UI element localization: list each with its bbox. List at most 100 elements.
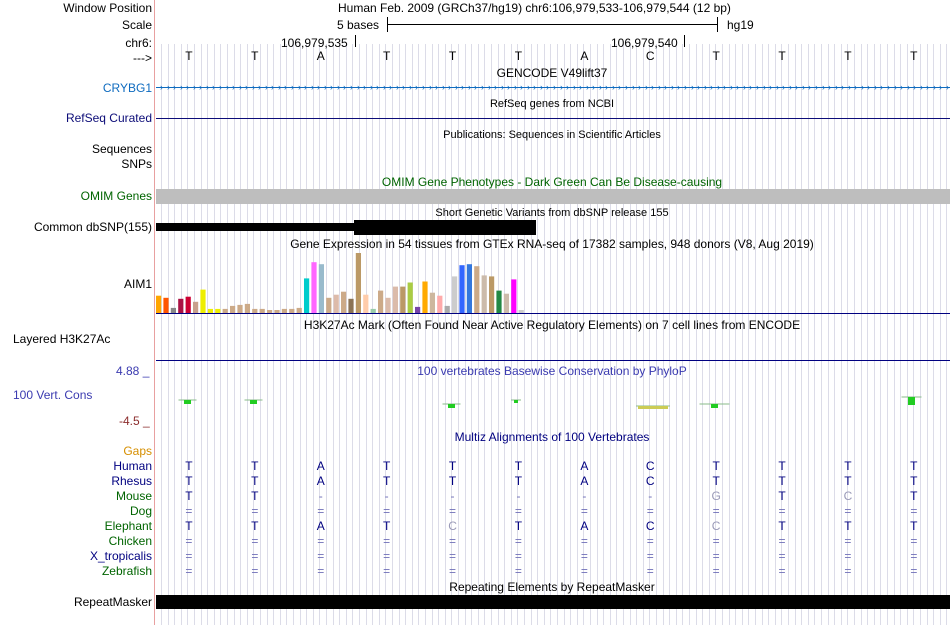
gtex-tissue-bar[interactable] <box>444 305 450 313</box>
phylop-score-mark[interactable] <box>514 400 518 403</box>
gtex-tissue-bar[interactable] <box>237 304 243 313</box>
gtex-bar-chart[interactable] <box>156 252 536 314</box>
gtex-tissue-bar[interactable] <box>222 308 228 313</box>
species-label[interactable]: Dog <box>129 504 152 518</box>
gtex-tissue-bar[interactable] <box>429 292 435 313</box>
gtex-tissue-bar[interactable] <box>481 275 487 313</box>
gtex-tissue-bar[interactable] <box>503 293 509 313</box>
gtex-tissue-bar[interactable] <box>244 303 250 314</box>
gtex-tissue-bar[interactable] <box>215 308 221 313</box>
gtex-tissue-bar[interactable] <box>326 297 332 314</box>
gtex-tissue-bar[interactable] <box>318 264 324 313</box>
gtex-tissue-bar[interactable] <box>252 308 258 313</box>
gtex-tissue-bar[interactable] <box>200 289 206 313</box>
repeat-label[interactable]: RepeatMasker <box>73 595 152 609</box>
gtex-tissue-bar[interactable] <box>474 266 480 313</box>
gtex-tissue-bar[interactable] <box>207 308 213 313</box>
publications-title[interactable]: Publications: Sequences in Scientific Ar… <box>443 129 661 141</box>
gtex-tissue-bar[interactable] <box>156 295 162 313</box>
omim-label[interactable]: OMIM Genes <box>80 189 152 203</box>
phylop-label[interactable]: 100 Vert. Cons <box>13 388 93 402</box>
gtex-tissue-bar[interactable] <box>178 298 184 313</box>
refseq-label[interactable]: RefSeq Curated <box>65 111 152 125</box>
phylop-plot[interactable] <box>156 388 950 414</box>
gtex-tissue-bar[interactable] <box>489 276 495 313</box>
gtex-tissue-bar[interactable] <box>348 298 354 313</box>
gtex-tissue-bar[interactable] <box>370 308 376 313</box>
gtex-tissue-bar[interactable] <box>407 282 413 314</box>
alignment-base: = <box>317 534 325 548</box>
gtex-tissue-bar[interactable] <box>466 264 472 313</box>
gtex-tissue-bar[interactable] <box>311 262 317 313</box>
gtex-tissue-bar[interactable] <box>230 305 236 313</box>
refseq-line[interactable] <box>156 118 950 119</box>
h3k27ac-label[interactable]: Layered H3K27Ac <box>13 332 111 346</box>
gtex-tissue-bar[interactable] <box>170 307 176 313</box>
repeat-title[interactable]: Repeating Elements by RepeatMasker <box>449 580 655 594</box>
dbsnp-feature-thin[interactable] <box>156 223 356 231</box>
omim-feature[interactable] <box>156 189 950 204</box>
repeat-feature[interactable] <box>156 595 950 609</box>
window-position-value[interactable]: Human Feb. 2009 (GRCh37/hg19) chr6:106,9… <box>338 1 731 15</box>
gtex-tissue-bar[interactable] <box>378 290 384 313</box>
phylop-score-mark[interactable] <box>448 404 455 408</box>
gtex-tissue-bar[interactable] <box>267 310 273 314</box>
gtex-tissue-bar[interactable] <box>333 294 339 313</box>
species-label[interactable]: X_tropicalis <box>89 549 152 563</box>
gtex-tissue-bar[interactable] <box>437 295 443 313</box>
phylop-title[interactable]: 100 vertebrates Basewise Conservation by… <box>417 364 687 378</box>
h3k27ac-title[interactable]: H3K27Ac Mark (Often Found Near Active Re… <box>303 318 801 332</box>
phylop-score-mark[interactable] <box>184 400 191 404</box>
species-label[interactable]: Zebrafish <box>101 564 152 578</box>
gtex-tissue-bar[interactable] <box>385 297 391 314</box>
dbsnp-title[interactable]: Short Genetic Variants from dbSNP releas… <box>435 207 669 219</box>
gtex-tissue-bar[interactable] <box>193 301 199 313</box>
species-label[interactable]: Chicken <box>108 534 152 548</box>
species-label[interactable]: Mouse <box>115 489 152 503</box>
gtex-tissue-bar[interactable] <box>163 297 169 314</box>
dbsnp-feature-thick[interactable] <box>354 220 536 235</box>
alignment-base: = <box>712 534 720 548</box>
gtex-tissue-bar[interactable] <box>355 253 361 313</box>
gtex-tissue-bar[interactable] <box>274 310 280 314</box>
gtex-tissue-bar[interactable] <box>281 308 287 313</box>
gtex-label[interactable]: AIM1 <box>123 277 152 291</box>
gtex-tissue-bar[interactable] <box>185 296 191 313</box>
gtex-tissue-bar[interactable] <box>341 291 347 313</box>
gtex-tissue-bar[interactable] <box>452 276 458 313</box>
gtex-tissue-bar[interactable] <box>392 286 398 313</box>
gtex-tissue-bar[interactable] <box>415 306 421 313</box>
gtex-tissue-bar[interactable] <box>496 290 502 313</box>
gtex-tissue-bar[interactable] <box>363 294 369 313</box>
gtex-tissue-bar[interactable] <box>459 265 465 313</box>
dbsnp-label[interactable]: Common dbSNP(155) <box>33 220 152 234</box>
snps-label[interactable]: SNPs <box>121 157 152 171</box>
grid-line <box>412 44 413 625</box>
multiz-title[interactable]: Multiz Alignments of 100 Vertebrates <box>454 430 650 444</box>
strand-arrow: › <box>795 82 798 92</box>
gencode-title[interactable]: GENCODE V49lift37 <box>496 66 608 80</box>
gtex-tissue-bar[interactable] <box>400 286 406 313</box>
gene-line[interactable] <box>156 87 950 88</box>
refseq-title[interactable]: RefSeq genes from NCBI <box>489 98 615 110</box>
gtex-tissue-bar[interactable] <box>289 308 295 313</box>
gtex-tissue-bar[interactable] <box>259 308 265 313</box>
species-label[interactable]: Elephant <box>104 519 152 533</box>
species-label[interactable]: Human <box>113 459 152 473</box>
gtex-tissue-bar[interactable] <box>518 310 524 314</box>
gtex-tissue-bar[interactable] <box>304 278 310 313</box>
gtex-tissue-bar[interactable] <box>511 279 517 313</box>
phylop-score-mark[interactable] <box>250 400 257 404</box>
gaps-label[interactable]: Gaps <box>123 444 152 458</box>
sequences-label[interactable]: Sequences <box>91 142 152 156</box>
gene-label[interactable]: CRYBG1 <box>102 81 152 95</box>
omim-title[interactable]: OMIM Gene Phenotypes - Dark Green Can Be… <box>381 175 723 189</box>
phylop-score-mark[interactable] <box>711 404 718 408</box>
species-label[interactable]: Rhesus <box>111 474 152 488</box>
gtex-tissue-bar[interactable] <box>422 281 428 314</box>
gtex-title[interactable]: Gene Expression in 54 tissues from GTEx … <box>290 237 814 251</box>
phylop-score-mark[interactable] <box>908 397 915 405</box>
phylop-score-mark[interactable] <box>638 406 668 409</box>
gtex-tissue-bar[interactable] <box>296 307 302 313</box>
